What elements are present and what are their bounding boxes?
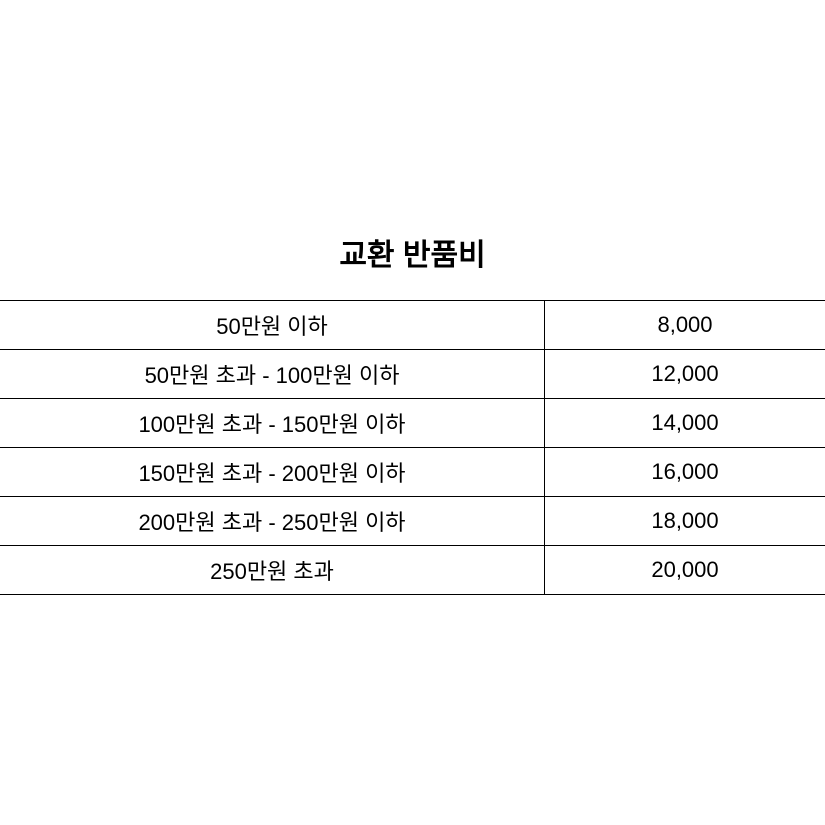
fee-cell: 12,000	[545, 350, 825, 399]
fee-cell: 18,000	[545, 497, 825, 546]
table-row: 100만원 초과 - 150만원 이하 14,000	[0, 399, 825, 448]
fee-cell: 8,000	[545, 301, 825, 350]
fee-table: 50만원 이하 8,000 50만원 초과 - 100만원 이하 12,000 …	[0, 300, 825, 595]
table-row: 250만원 초과 20,000	[0, 546, 825, 595]
fee-table-container: 교환 반품비 50만원 이하 8,000 50만원 초과 - 100만원 이하 …	[0, 230, 825, 595]
range-cell: 50만원 이하	[0, 301, 545, 350]
table-row: 50만원 이하 8,000	[0, 301, 825, 350]
fee-cell: 14,000	[545, 399, 825, 448]
fee-cell: 16,000	[545, 448, 825, 497]
range-cell: 50만원 초과 - 100만원 이하	[0, 350, 545, 399]
fee-cell: 20,000	[545, 546, 825, 595]
range-cell: 150만원 초과 - 200만원 이하	[0, 448, 545, 497]
table-row: 200만원 초과 - 250만원 이하 18,000	[0, 497, 825, 546]
range-cell: 100만원 초과 - 150만원 이하	[0, 399, 545, 448]
table-row: 150만원 초과 - 200만원 이하 16,000	[0, 448, 825, 497]
range-cell: 250만원 초과	[0, 546, 545, 595]
table-title: 교환 반품비	[0, 230, 825, 274]
table-row: 50만원 초과 - 100만원 이하 12,000	[0, 350, 825, 399]
range-cell: 200만원 초과 - 250만원 이하	[0, 497, 545, 546]
